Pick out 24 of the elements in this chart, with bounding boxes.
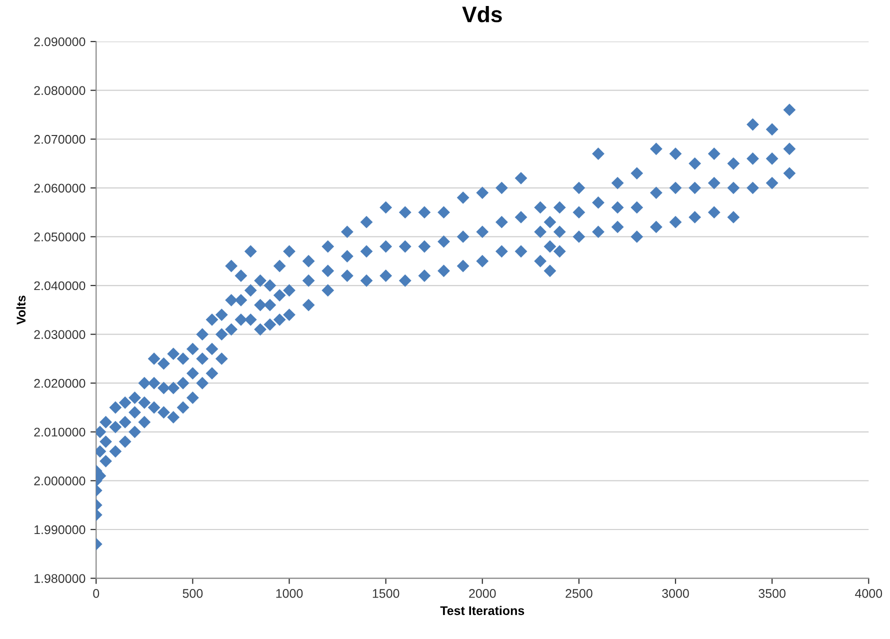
y-tick-label: 2.090000: [34, 37, 86, 46]
x-tick-label: 1500: [372, 589, 400, 598]
y-tick-label: 1.990000: [34, 525, 86, 534]
y-tick-label: 1.980000: [34, 574, 86, 583]
x-tick-label: 2000: [469, 589, 496, 598]
x-tick-label: 4000: [855, 589, 882, 598]
y-tick-label: 2.010000: [34, 428, 86, 437]
y-tick-label: 2.060000: [34, 184, 86, 193]
y-tick-label: 2.040000: [34, 281, 86, 290]
x-tick-label: 3000: [662, 589, 689, 598]
y-tick-label: 2.020000: [34, 378, 86, 388]
x-tick-label: 2500: [566, 589, 592, 598]
y-axis-title: Volts: [16, 296, 26, 325]
x-tick-label: 0: [93, 589, 100, 598]
x-tick-label: 3500: [758, 589, 786, 598]
x-axis-title: Test Iterations: [440, 606, 524, 616]
y-tick-label: 2.080000: [34, 86, 86, 95]
y-tick-label: 2.070000: [34, 134, 86, 144]
x-tick-label: 500: [182, 589, 203, 598]
chart-title: Vds: [462, 6, 502, 22]
y-tick-label: 2.050000: [34, 232, 86, 242]
y-tick-label: 2.000000: [34, 476, 86, 486]
y-tick-label: 2.030000: [34, 330, 86, 339]
x-tick-label: 1000: [276, 589, 303, 598]
